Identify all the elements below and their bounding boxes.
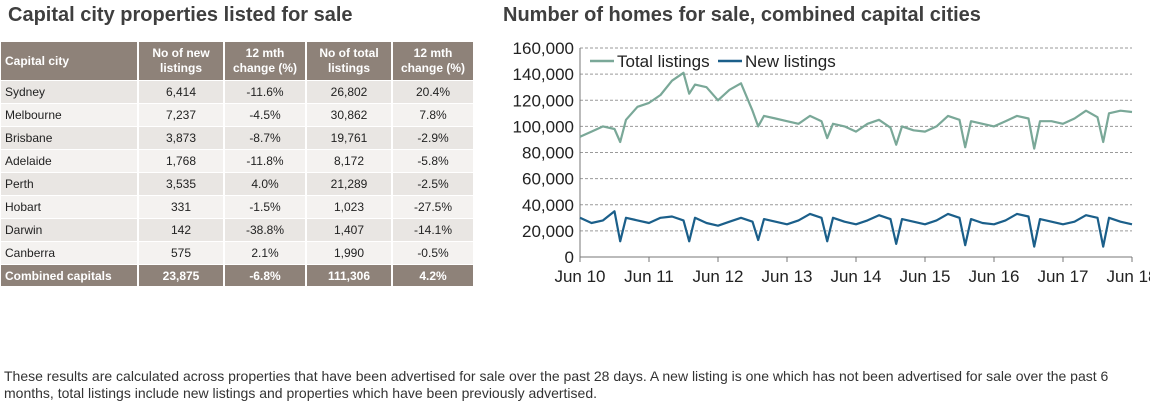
x-tick-label: Jun 17	[1037, 267, 1088, 286]
x-tick-label: Jun 14	[830, 267, 881, 286]
total-total-listings-cell: 111,306	[307, 265, 393, 287]
table-row: Canberra 575 2.1% 1,990 -0.5%	[1, 242, 475, 265]
new-listings-cell: 331	[139, 196, 225, 219]
table-header-row: Capital city No of new listings 12 mth c…	[1, 42, 475, 81]
city-cell: Adelaide	[1, 150, 139, 173]
new-listings-cell: 3,535	[139, 173, 225, 196]
table-row: Brisbane 3,873 -8.7% 19,761 -2.9%	[1, 127, 475, 150]
new-listings-cell: 1,768	[139, 150, 225, 173]
table-row: Melbourne 7,237 -4.5% 30,862 7.8%	[1, 104, 475, 127]
city-cell: Darwin	[1, 219, 139, 242]
x-tick-label: Jun 16	[968, 267, 1019, 286]
total-change-cell: -14.1%	[393, 219, 475, 242]
table-row: Perth 3,535 4.0% 21,289 -2.5%	[1, 173, 475, 196]
new-listings-cell: 575	[139, 242, 225, 265]
y-tick-label: 120,000	[513, 91, 574, 110]
y-tick-label: 60,000	[522, 170, 574, 189]
city-cell: Hobart	[1, 196, 139, 219]
city-cell: Perth	[1, 173, 139, 196]
y-tick-label: 140,000	[513, 65, 574, 84]
total-change-cell: 20.4%	[393, 81, 475, 104]
city-cell: Melbourne	[1, 104, 139, 127]
legend-label: Total listings	[617, 52, 710, 71]
total-listings-cell: 26,802	[307, 81, 393, 104]
new-change-cell: -11.6%	[225, 81, 307, 104]
total-total-change-cell: 4.2%	[393, 265, 475, 287]
new-change-cell: -1.5%	[225, 196, 307, 219]
total-city-cell: Combined capitals	[1, 265, 139, 287]
x-tick-label: Jun 11	[624, 267, 674, 286]
x-tick-label: Jun 12	[692, 267, 743, 286]
new-change-cell: -8.7%	[225, 127, 307, 150]
listings-line-chart: 0 20,000 40,000 60,000 80,000 100,000 120,000 1…	[513, 39, 1150, 286]
header-new-listings: No of new listings	[139, 42, 225, 81]
total-change-cell: -2.9%	[393, 127, 475, 150]
new-change-cell: 2.1%	[225, 242, 307, 265]
new-listings-cell: 6,414	[139, 81, 225, 104]
new-listings-cell: 3,873	[139, 127, 225, 150]
x-tick-label: Jun 18	[1106, 267, 1150, 286]
x-tick-label: Jun 13	[761, 267, 812, 286]
header-capital-city: Capital city	[1, 42, 139, 81]
new-listings-cell: 142	[139, 219, 225, 242]
total-listings-cell: 1,023	[307, 196, 393, 219]
x-tick-label: Jun 10	[554, 267, 605, 286]
total-new-listings-cell: 23,875	[139, 265, 225, 287]
new-change-cell: -4.5%	[225, 104, 307, 127]
listings-table: Capital city No of new listings 12 mth c…	[1, 42, 475, 287]
footnote: These results are calculated across prop…	[4, 368, 1109, 401]
total-listings-cell: 21,289	[307, 173, 393, 196]
total-change-cell: -2.5%	[393, 173, 475, 196]
total-change-cell: -5.8%	[393, 150, 475, 173]
total-listings-cell: 19,761	[307, 127, 393, 150]
new-change-cell: 4.0%	[225, 173, 307, 196]
new-change-cell: -11.8%	[225, 150, 307, 173]
city-cell: Brisbane	[1, 127, 139, 150]
new-change-cell: -38.8%	[225, 219, 307, 242]
table-row: Darwin 142 -38.8% 1,407 -14.1%	[1, 219, 475, 242]
total-change-cell: 7.8%	[393, 104, 475, 127]
legend-label: New listings	[745, 52, 836, 71]
header-total-change: 12 mth change (%)	[393, 42, 475, 81]
y-tick-label: 100,000	[513, 117, 574, 136]
total-listings-cell: 1,990	[307, 242, 393, 265]
total-listings-line	[579, 71, 1133, 150]
y-tick-label: 160,000	[513, 39, 574, 58]
total-change-cell: -0.5%	[393, 242, 475, 265]
y-tick-label: 0	[565, 248, 574, 267]
total-listings-cell: 30,862	[307, 104, 393, 127]
city-cell: Sydney	[1, 81, 139, 104]
y-tick-label: 80,000	[522, 144, 574, 163]
total-listings-cell: 8,172	[307, 150, 393, 173]
new-listings-line	[579, 210, 1133, 248]
total-listings-cell: 1,407	[307, 219, 393, 242]
header-total-listings: No of total listings	[307, 42, 393, 81]
table-title: Capital city properties listed for sale	[8, 4, 353, 26]
new-listings-cell: 7,237	[139, 104, 225, 127]
table-total-row: Combined capitals 23,875 -6.8% 111,306 4.2%	[1, 265, 475, 287]
header-new-change: 12 mth change (%)	[225, 42, 307, 81]
chart-title: Number of homes for sale, combined capit…	[503, 4, 981, 26]
total-change-cell: -27.5%	[393, 196, 475, 219]
y-tick-label: 40,000	[522, 196, 574, 215]
table-row: Hobart 331 -1.5% 1,023 -27.5%	[1, 196, 475, 219]
city-cell: Canberra	[1, 242, 139, 265]
table-row: Sydney 6,414 -11.6% 26,802 20.4%	[1, 81, 475, 104]
x-tick-label: Jun 15	[899, 267, 950, 286]
table-row: Adelaide 1,768 -11.8% 8,172 -5.8%	[1, 150, 475, 173]
y-tick-label: 20,000	[522, 222, 574, 241]
total-new-change-cell: -6.8%	[225, 265, 307, 287]
